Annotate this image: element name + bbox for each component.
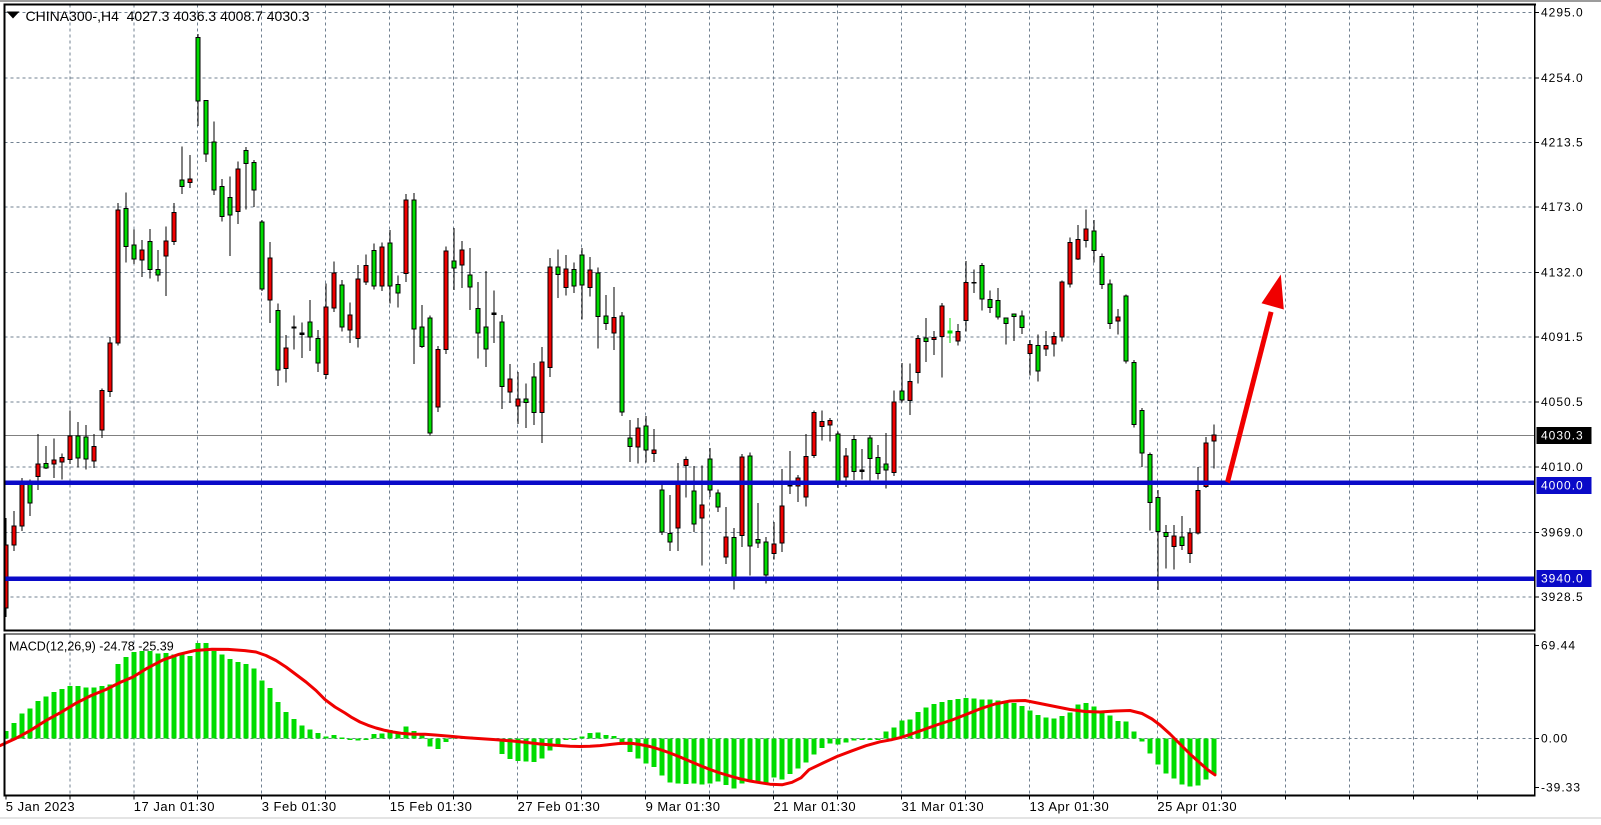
svg-text:3969.0: 3969.0 bbox=[1541, 525, 1584, 539]
svg-text:13 Apr 01:30: 13 Apr 01:30 bbox=[1030, 799, 1110, 814]
svg-text:25 Apr 01:30: 25 Apr 01:30 bbox=[1157, 799, 1237, 814]
svg-text:3 Feb 01:30: 3 Feb 01:30 bbox=[262, 799, 337, 814]
svg-text:4213.5: 4213.5 bbox=[1541, 135, 1584, 149]
svg-text:4030.3: 4030.3 bbox=[1541, 429, 1584, 443]
svg-text:5 Jan 2023: 5 Jan 2023 bbox=[6, 799, 75, 814]
svg-text:4050.5: 4050.5 bbox=[1541, 395, 1584, 409]
svg-text:4091.5: 4091.5 bbox=[1541, 330, 1584, 344]
svg-text:31 Mar 01:30: 31 Mar 01:30 bbox=[902, 799, 985, 814]
svg-text:17 Jan 01:30: 17 Jan 01:30 bbox=[134, 799, 215, 814]
svg-text:15 Feb 01:30: 15 Feb 01:30 bbox=[390, 799, 473, 814]
svg-text:3940.0: 3940.0 bbox=[1541, 572, 1584, 586]
svg-text:4010.0: 4010.0 bbox=[1541, 460, 1584, 474]
svg-text:CHINA300-,H4 4027.3 4036.3 40: CHINA300-,H4 4027.3 4036.3 4008.7 4030.3 bbox=[26, 8, 310, 24]
svg-text:4132.0: 4132.0 bbox=[1541, 265, 1584, 279]
svg-text:4254.0: 4254.0 bbox=[1541, 71, 1584, 85]
svg-text:9 Mar 01:30: 9 Mar 01:30 bbox=[646, 799, 721, 814]
svg-text:4000.0: 4000.0 bbox=[1541, 479, 1584, 493]
svg-text:27 Feb 01:30: 27 Feb 01:30 bbox=[518, 799, 601, 814]
svg-text:-39.33: -39.33 bbox=[1541, 781, 1581, 795]
svg-text:3928.5: 3928.5 bbox=[1541, 590, 1584, 604]
svg-text:MACD(12,26,9) -24.78 -25.39: MACD(12,26,9) -24.78 -25.39 bbox=[9, 640, 174, 654]
svg-text:4173.0: 4173.0 bbox=[1541, 200, 1584, 214]
svg-text:4295.0: 4295.0 bbox=[1541, 6, 1584, 20]
svg-text:69.44: 69.44 bbox=[1541, 639, 1576, 653]
svg-text:0.00: 0.00 bbox=[1541, 731, 1568, 745]
svg-text:21 Mar 01:30: 21 Mar 01:30 bbox=[774, 799, 857, 814]
